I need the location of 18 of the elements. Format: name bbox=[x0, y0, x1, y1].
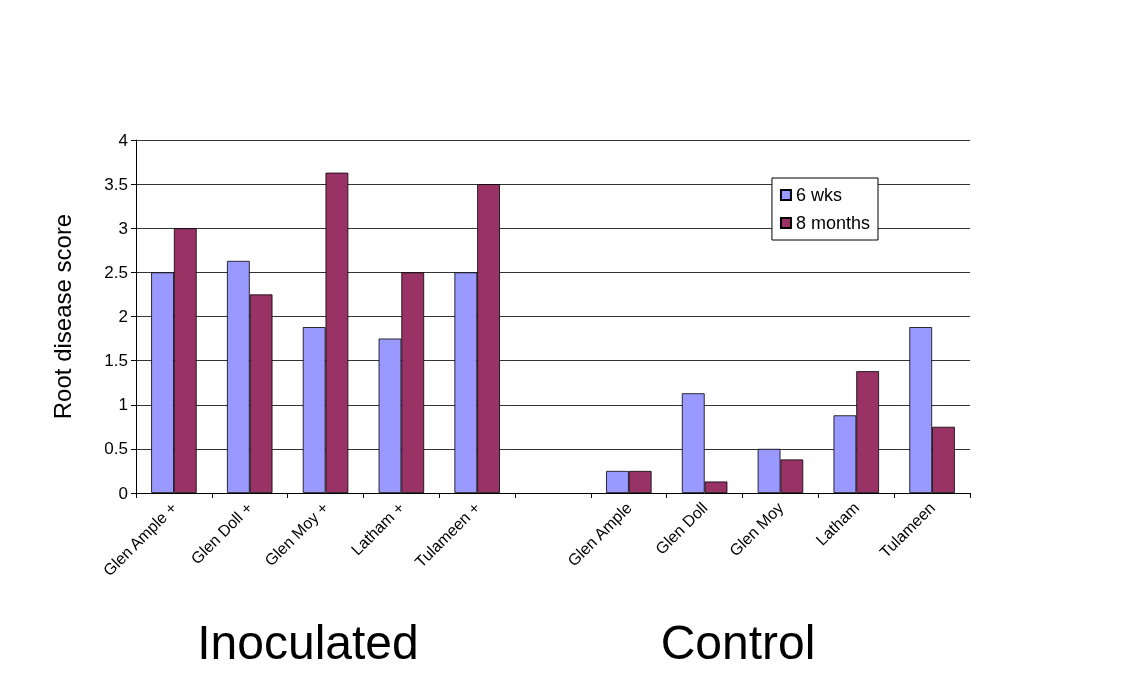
y-tick-label: 0.5 bbox=[104, 439, 128, 459]
y-tick-label: 3 bbox=[118, 218, 128, 238]
x-tick-label: Glen Doll + bbox=[187, 498, 256, 568]
legend-label: 8 months bbox=[795, 213, 871, 233]
y-tick-label: 0 bbox=[118, 483, 128, 503]
x-tick-label: Glen Moy + bbox=[261, 498, 332, 570]
y-axis-title: Root disease score bbox=[48, 213, 76, 420]
y-tick-label: 4 bbox=[118, 130, 128, 150]
legend-label: 6 wks bbox=[795, 185, 842, 205]
y-tick-label: 2 bbox=[118, 307, 128, 326]
y-tick-label: 3.5 bbox=[104, 174, 128, 194]
x-tick-label: Glen Moy bbox=[726, 498, 787, 560]
text: Inoculated bbox=[197, 615, 419, 669]
y-tick-label: 1.5 bbox=[104, 351, 128, 371]
x-tick-label: Glen Doll bbox=[652, 498, 711, 558]
text: Control bbox=[660, 615, 816, 669]
y-tick-label: 2.5 bbox=[104, 262, 128, 282]
y-tick-label: 1 bbox=[118, 395, 128, 415]
